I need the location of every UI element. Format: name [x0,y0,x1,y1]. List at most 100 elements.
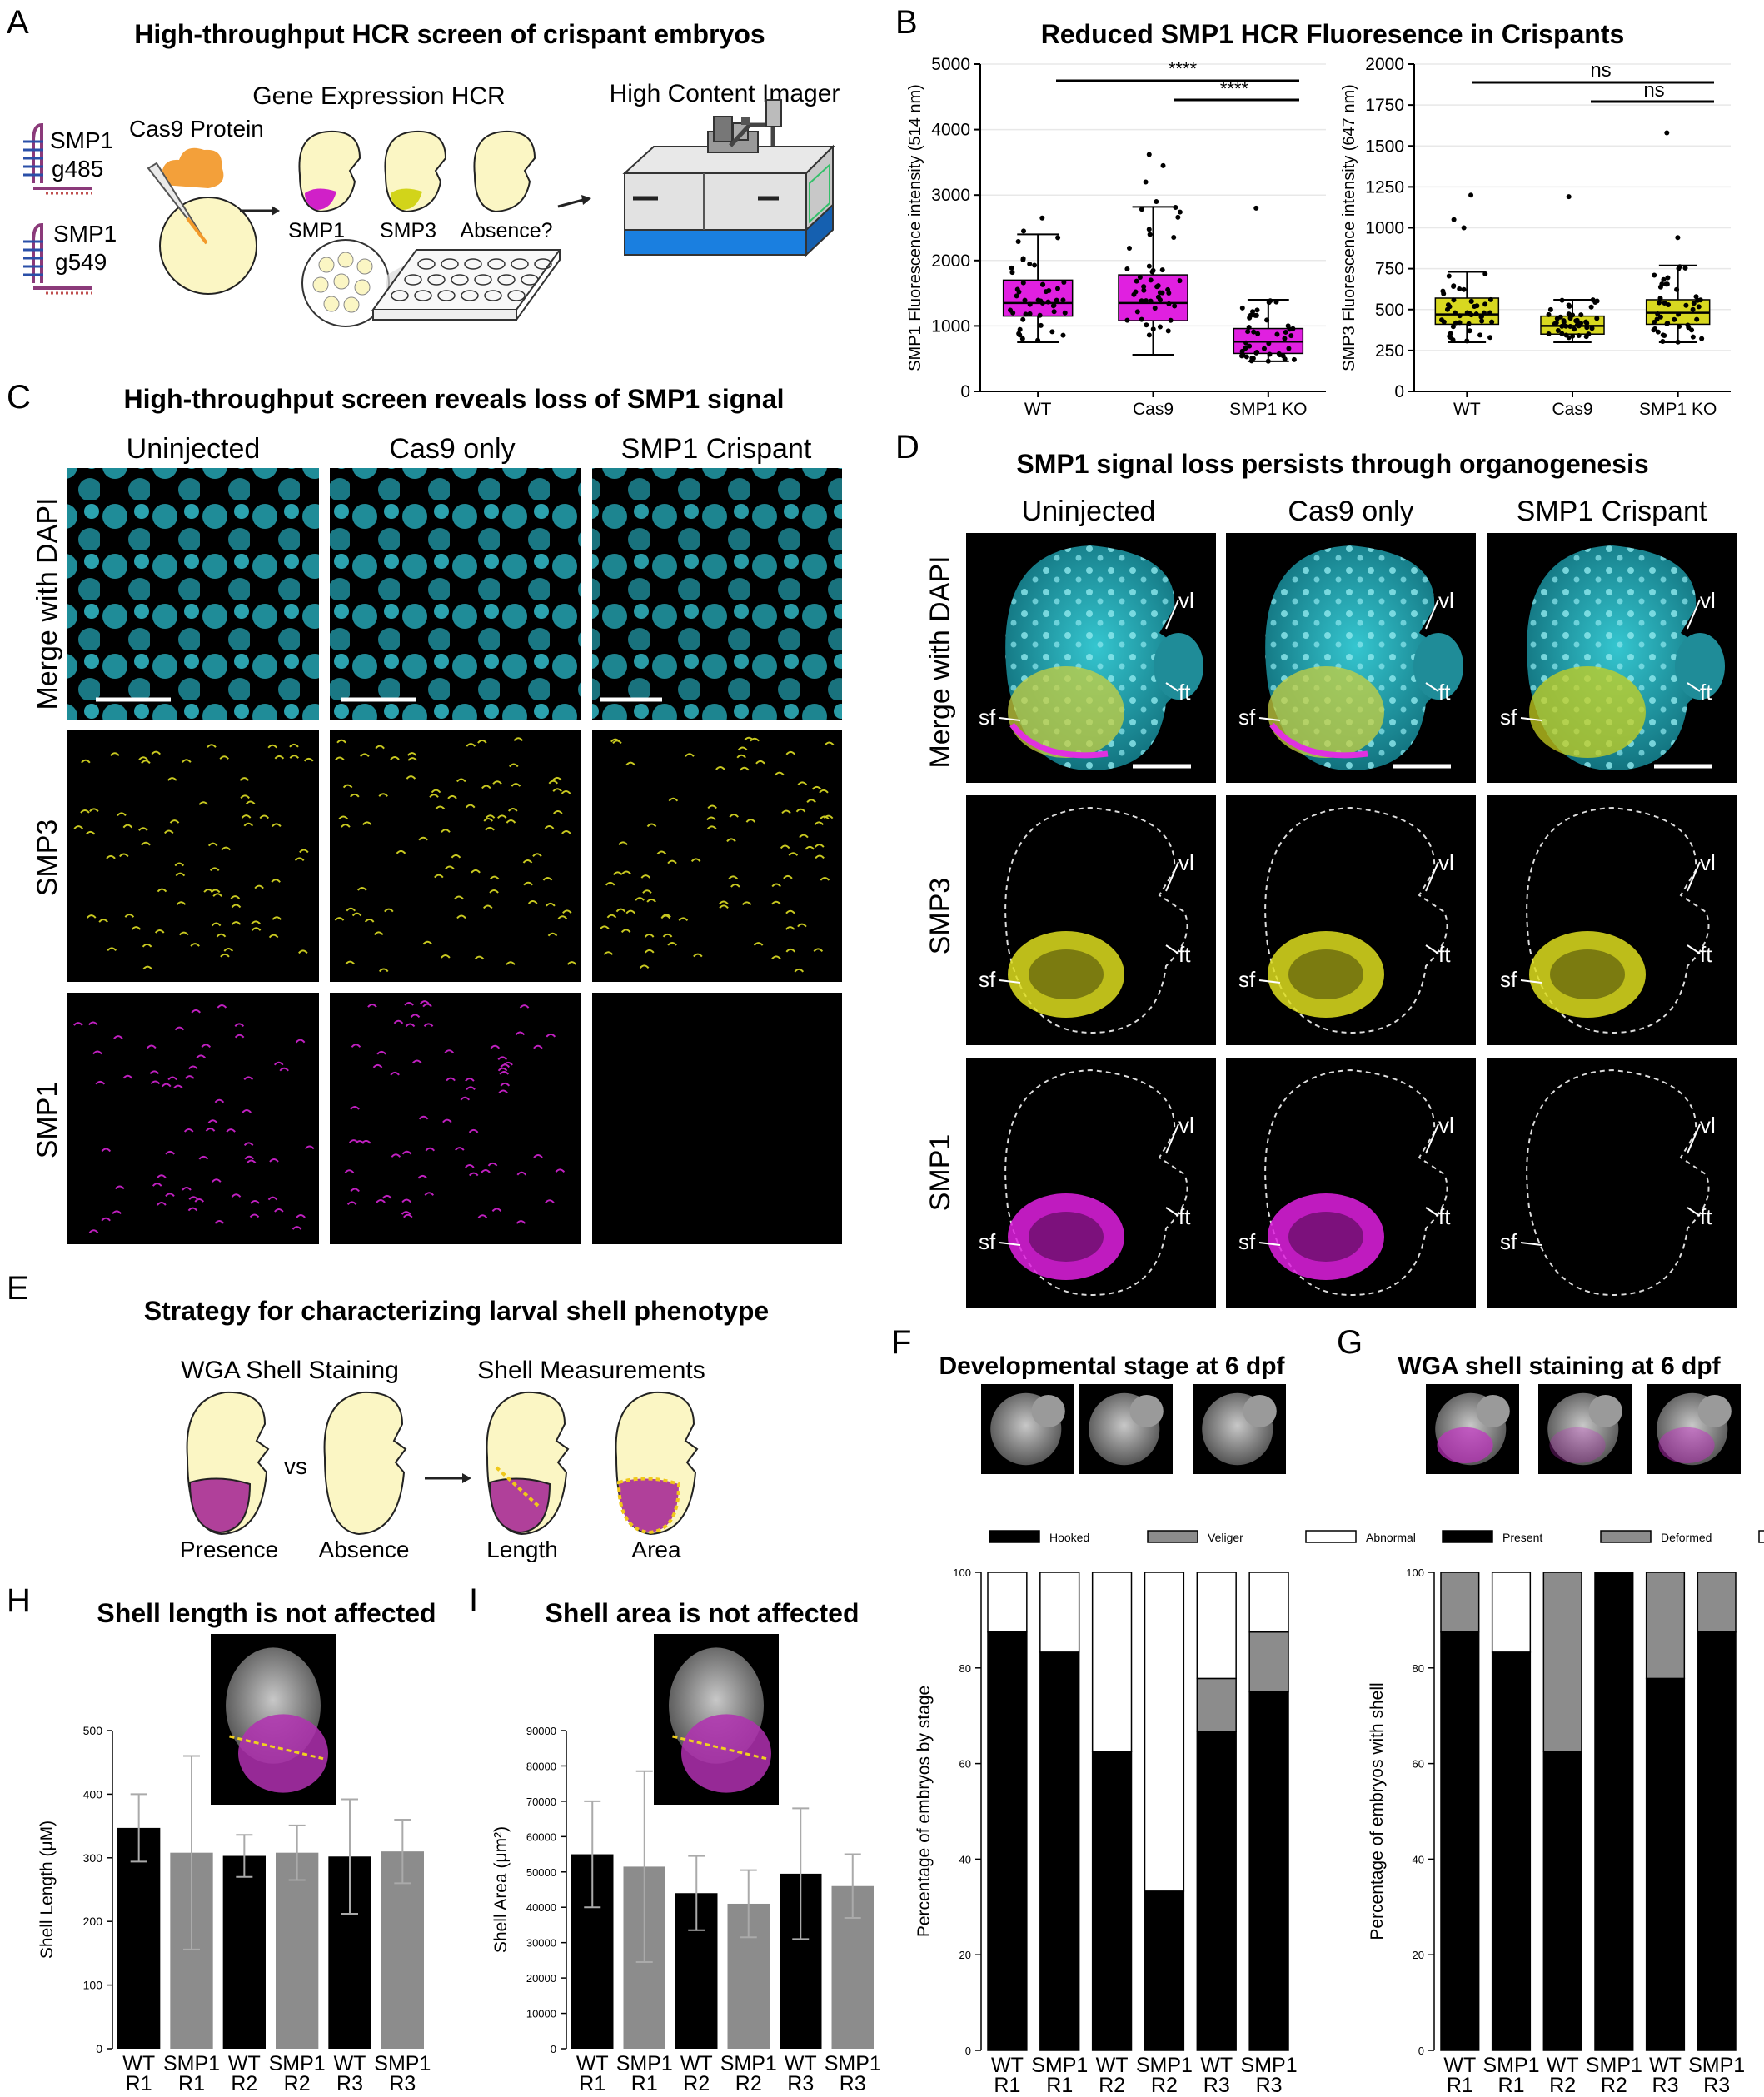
signal-speck [785,909,795,914]
data-point [1027,311,1033,316]
smp3-signal [1529,931,1646,1018]
bar-segment-deformed [1645,1572,1686,1680]
guide-rna-icon [23,222,92,295]
annotation-label-sf: sf [1500,1229,1517,1254]
x-tick-label: R2 [231,2072,257,2095]
data-point [1584,325,1590,331]
x-tick-label: SMP1 KO [1229,400,1307,419]
data-point [1450,337,1456,343]
panel-title: Shell length is not affected [97,1598,436,1628]
signal-speck [167,777,177,781]
signal-speck [372,1063,383,1068]
signal-speck [477,740,487,744]
data-point [1245,329,1251,335]
signal-speck [115,1185,125,1190]
y-tick-label: 750 [1375,260,1404,279]
signal-speck [376,1050,386,1055]
signal-speck [425,1147,436,1152]
signal-speck [351,912,362,917]
data-point [1165,328,1171,334]
signal-speck [296,1213,306,1218]
smp3-signal [1268,931,1384,1018]
data-point [1150,267,1156,273]
signal-speck [468,1128,479,1133]
y-axis-label: SMP3 Fluorescence intensity (647 nm) [1340,84,1358,371]
significance-label: ns [1590,59,1611,82]
signal-speck [184,1075,195,1079]
shell-field [1008,666,1124,758]
data-point [1446,273,1452,279]
data-point [1457,286,1463,291]
annotation-label-vl: vl [1700,588,1716,613]
data-point [1148,277,1154,283]
signal-speck [690,858,701,863]
data-point [1046,288,1052,294]
data-point [1482,301,1488,307]
annotation-line [1258,717,1281,721]
bar-segment-abnormal [1091,1572,1133,1752]
y-tick-label: 2000 [931,252,970,271]
signal-speck [350,1106,360,1110]
signal-speck [161,1083,172,1088]
data-point [1452,310,1458,316]
signal-speck [481,785,491,789]
data-point [1060,332,1066,338]
x-tick-label: WT [334,2052,366,2075]
signal-speck [207,1119,218,1123]
data-point [1559,297,1565,303]
column-header: Cas9 only [389,433,515,465]
signal-speck [454,895,464,900]
data-point [1250,309,1256,315]
outlier-point [1451,217,1457,222]
signal-speck [693,953,703,958]
microscopy-image [67,993,319,1244]
data-point [1696,304,1702,310]
annotation-label-ft: ft [1178,942,1191,967]
signal-speck [249,1213,260,1218]
y-tick-label: 10000 [526,2008,556,2020]
data-point [1654,316,1660,322]
data-point [1466,321,1472,326]
smp1-signal [1269,722,1368,759]
y-tick-label: 300 [83,1851,103,1865]
data-point [1489,319,1495,325]
signal-speck [304,1145,315,1150]
signal-speck [196,1054,207,1059]
data-point [1166,301,1172,306]
signal-speck [338,815,349,820]
data-point [1027,262,1033,267]
x-tick-label: WT [1649,2054,1682,2077]
microscopy-image [592,468,842,720]
signal-speck [775,771,785,776]
data-point [1282,336,1288,341]
signal-speck [141,760,151,765]
signal-speck [217,1004,227,1009]
vs-label: vs [284,1453,307,1479]
column-header: Uninjected [127,433,261,465]
signal-speck [191,1009,201,1014]
signal-speck [390,1071,400,1076]
signal-speck [295,1039,306,1044]
panel-letter: D [895,429,919,466]
data-point [1239,348,1245,354]
data-point [1652,272,1657,278]
signal-speck [552,776,562,781]
chart-b-smp1-boxplot: 0 1000 2000 3000 4000 5000 SMP1 Fluorescence i… [906,55,1326,419]
bar-segment-present [1594,1572,1634,2051]
annotation-label-sf: sf [1500,705,1517,730]
x-tick-label: R1 [579,2072,605,2095]
y-tick-label: 60 [959,1758,971,1771]
row-label: SMP3 [32,819,63,897]
data-point [1016,331,1022,336]
signal-speck [357,886,367,891]
signal-speck [445,865,455,870]
embryo-label-absence: Absence? [460,219,552,242]
data-point [1283,329,1288,335]
data-point [1666,302,1672,308]
annotation-line [999,979,1021,984]
data-point [1441,291,1447,296]
data-point [1487,335,1493,341]
signal-speck [516,1220,526,1224]
data-point [1037,312,1043,318]
data-point [1124,317,1130,323]
